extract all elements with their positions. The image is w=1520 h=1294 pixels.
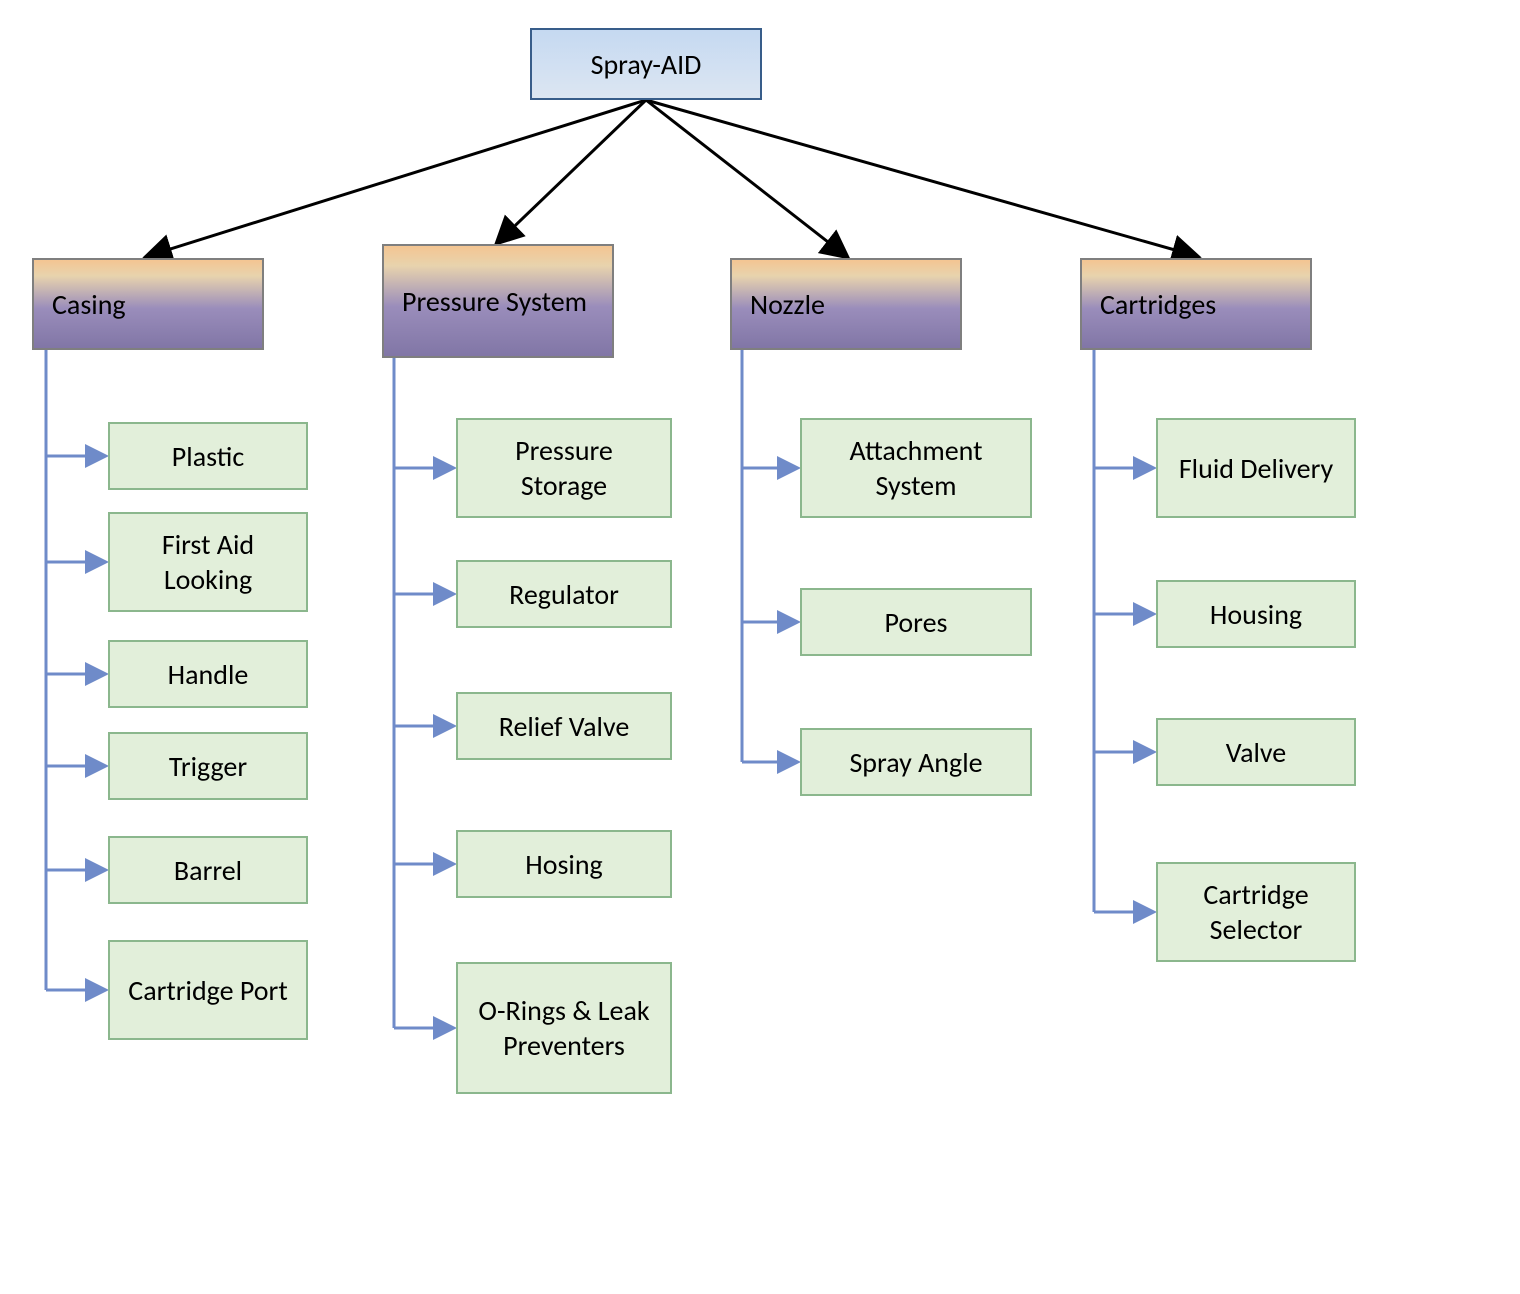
leaf-label: Barrel [128, 853, 288, 888]
leaf-casing-4: Barrel [108, 836, 308, 904]
leaf-label: Regulator [476, 577, 652, 612]
leaf-casing-5: Cartridge Port [108, 940, 308, 1040]
root-label: Spray-AID [591, 47, 702, 82]
leaf-label: First Aid Looking [128, 527, 288, 597]
leaf-label: Pressure Storage [476, 433, 652, 503]
leaf-label: Valve [1176, 735, 1336, 770]
leaf-casing-3: Trigger [108, 732, 308, 800]
leaf-pressure-4: O-Rings & Leak Preventers [456, 962, 672, 1094]
category-cartridges: Cartridges [1080, 258, 1312, 350]
leaf-pressure-0: Pressure Storage [456, 418, 672, 518]
category-label: Pressure System [402, 284, 587, 319]
category-label: Casing [52, 287, 126, 322]
category-label: Nozzle [750, 287, 825, 322]
category-nozzle: Nozzle [730, 258, 962, 350]
leaf-label: Spray Angle [820, 745, 1012, 780]
leaf-casing-0: Plastic [108, 422, 308, 490]
leaf-cartridges-0: Fluid Delivery [1156, 418, 1356, 518]
leaf-casing-1: First Aid Looking [108, 512, 308, 612]
category-label: Cartridges [1100, 287, 1216, 322]
category-casing: Casing [32, 258, 264, 350]
leaf-label: Attachment System [820, 433, 1012, 503]
leaf-pressure-3: Hosing [456, 830, 672, 898]
leaf-label: Relief Valve [476, 709, 652, 744]
leaf-label: Plastic [128, 439, 288, 474]
leaf-label: Housing [1176, 597, 1336, 632]
leaf-cartridges-3: Cartridge Selector [1156, 862, 1356, 962]
leaf-label: O-Rings & Leak Preventers [476, 993, 652, 1063]
leaf-pressure-2: Relief Valve [456, 692, 672, 760]
leaf-casing-2: Handle [108, 640, 308, 708]
leaf-label: Fluid Delivery [1176, 451, 1336, 486]
leaf-label: Handle [128, 657, 288, 692]
leaf-nozzle-2: Spray Angle [800, 728, 1032, 796]
leaf-pressure-1: Regulator [456, 560, 672, 628]
leaf-label: Hosing [476, 847, 652, 882]
leaf-label: Cartridge Selector [1176, 877, 1336, 947]
leaf-label: Pores [820, 605, 1012, 640]
leaf-nozzle-0: Attachment System [800, 418, 1032, 518]
leaf-nozzle-1: Pores [800, 588, 1032, 656]
leaf-cartridges-2: Valve [1156, 718, 1356, 786]
root-node: Spray-AID [530, 28, 762, 100]
category-pressure: Pressure System [382, 244, 614, 358]
leaf-label: Cartridge Port [128, 973, 288, 1008]
leaf-label: Trigger [128, 749, 288, 784]
leaf-cartridges-1: Housing [1156, 580, 1356, 648]
